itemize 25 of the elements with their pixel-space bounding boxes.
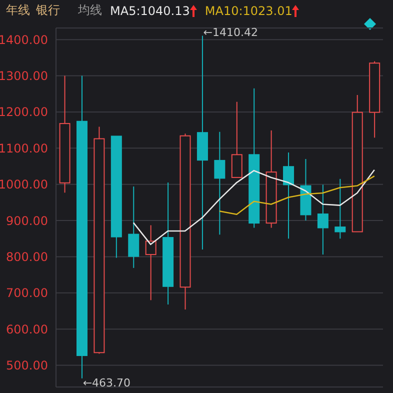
y-tick-label: 1200.00 — [0, 105, 48, 120]
line-series — [218, 175, 376, 216]
chart-subtitle: 银行 — [36, 2, 60, 19]
y-tick-label: 500.00 — [6, 358, 48, 373]
annotation: ←1410.42 — [203, 26, 258, 39]
candlestick — [231, 101, 242, 178]
y-tick-label: 1000.00 — [0, 178, 48, 192]
y-tick-label: 600.00 — [6, 322, 48, 336]
y-tick-label: 800.00 — [6, 250, 48, 264]
y-tick-label: 1100.00 — [0, 141, 48, 156]
y-tick-label: 1300.00 — [0, 69, 48, 84]
annotation: ←463.70 — [82, 376, 131, 390]
candlestick — [128, 186, 140, 268]
y-tick-label: 700.00 — [6, 286, 48, 300]
y-tick-label: 900.00 — [6, 214, 48, 228]
candlestick — [317, 184, 328, 256]
candlestick — [334, 178, 346, 240]
legend-title: 均线 — [78, 2, 102, 19]
text: MA10:1023.01 — [204, 4, 292, 18]
chart-title: 年线 — [6, 2, 30, 19]
text: MA5:1040.13 — [110, 4, 190, 18]
candlestick — [214, 131, 226, 236]
y-tick-label: 1400.00 — [0, 32, 48, 47]
candlestick — [145, 224, 156, 301]
candlestick — [283, 152, 294, 240]
